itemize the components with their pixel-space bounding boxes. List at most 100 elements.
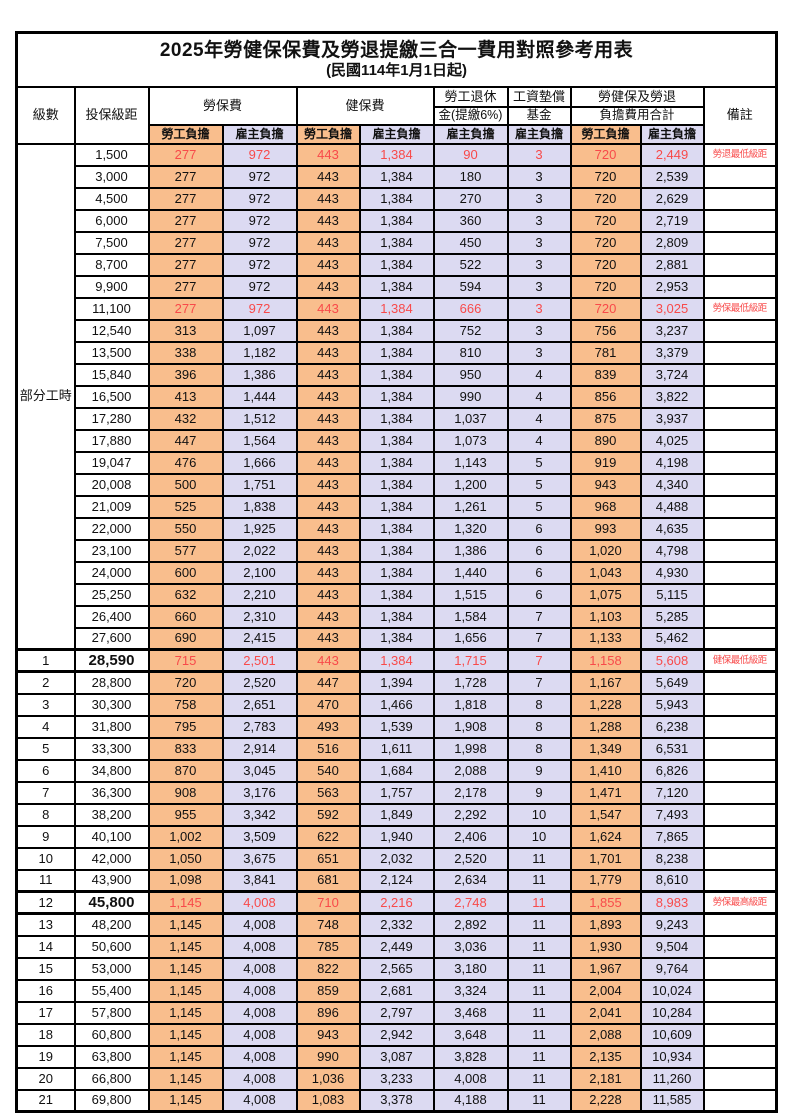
cell-pension-employer: 90 [432, 142, 509, 167]
cell-total-employee: 1,020 [569, 538, 642, 563]
cell-wage-fund-employer: 3 [506, 296, 572, 321]
cell-note [702, 978, 778, 1003]
cell-pension-employer: 270 [432, 186, 509, 211]
cell-health-employee: 443 [295, 208, 361, 233]
table-row: 19 63,800 1,145 4,008 990 3,087 3,828 11 2,135 10… [15, 1044, 778, 1069]
cell-note [702, 516, 778, 541]
cell-wage-fund-employer: 10 [506, 824, 572, 849]
col-header-total-line2: 負擔費用合計 [569, 105, 705, 126]
title-row: 2025年勞健保保費及勞退提繳三合一費用對照參考用表 (民國114年1月1日起) [15, 31, 778, 88]
cell-note [702, 1022, 778, 1047]
cell-health-employee: 443 [295, 472, 361, 497]
cell-bracket: 38,200 [73, 802, 150, 827]
cell-total-employer: 3,724 [639, 362, 705, 387]
cell-bracket: 24,000 [73, 560, 150, 585]
cell-pension-employer: 180 [432, 164, 509, 189]
cell-wage-fund-employer: 6 [506, 516, 572, 541]
table-row: 7,500 277 972 443 1,384 450 3 720 2,809 [17, 230, 778, 255]
cell-labor-employer: 3,342 [221, 802, 298, 827]
cell-total-employee: 2,041 [569, 1000, 642, 1025]
cell-total-employer: 3,379 [639, 340, 705, 365]
cell-total-employee: 1,103 [569, 604, 642, 629]
cell-note [702, 384, 778, 409]
cell-labor-employer: 3,841 [221, 868, 298, 893]
cell-wage-fund-employer: 4 [506, 406, 572, 431]
cell-labor-employer: 972 [221, 164, 298, 189]
table-row: 12,540 313 1,097 443 1,384 752 3 756 3,237 [17, 318, 778, 343]
cell-health-employee: 443 [295, 538, 361, 563]
cell-health-employer: 1,384 [358, 362, 435, 387]
cell-pension-employer: 1,261 [432, 494, 509, 519]
cell-labor-employer: 4,008 [221, 1088, 298, 1113]
cell-level: 3 [15, 692, 76, 717]
cell-health-employee: 443 [295, 604, 361, 629]
cell-health-employer: 3,378 [358, 1088, 435, 1113]
cell-labor-employer: 1,666 [221, 450, 298, 475]
cell-pension-employer: 1,073 [432, 428, 509, 453]
cell-health-employer: 2,032 [358, 846, 435, 871]
table-row: 3,000 277 972 443 1,384 180 3 720 2,539 [17, 164, 778, 189]
cell-bracket: 43,900 [73, 868, 150, 893]
cell-total-employee: 875 [569, 406, 642, 431]
cell-total-employee: 1,855 [569, 890, 642, 915]
cell-note [702, 538, 778, 563]
col-header-pension-line2: 金(提繳6%) [432, 105, 509, 126]
cell-bracket: 26,400 [73, 604, 150, 629]
cell-labor-employee: 277 [147, 186, 224, 211]
cell-labor-employer: 1,097 [221, 318, 298, 343]
table-row: 12 45,800 1,145 4,008 710 2,216 2,748 11 1,855 8,… [15, 890, 778, 915]
cell-health-employer: 2,216 [358, 890, 435, 915]
cell-note [702, 846, 778, 871]
cell-bracket: 19,047 [73, 450, 150, 475]
cell-labor-employer: 2,914 [221, 736, 298, 761]
table-row: 17,880 447 1,564 443 1,384 1,073 4 890 4,025 [17, 428, 778, 453]
cell-total-employer: 3,237 [639, 318, 705, 343]
cell-labor-employee: 500 [147, 472, 224, 497]
cell-total-employee: 943 [569, 472, 642, 497]
cell-total-employer: 2,719 [639, 208, 705, 233]
cell-pension-employer: 2,634 [432, 868, 509, 893]
table-row: 10 42,000 1,050 3,675 651 2,032 2,520 11 1,701 8,… [15, 846, 778, 871]
cell-total-employee: 756 [569, 318, 642, 343]
cell-note [702, 340, 778, 365]
page-subtitle: (民國114年1月1日起) [326, 61, 467, 79]
table-row: 13,500 338 1,182 443 1,384 810 3 781 3,379 [17, 340, 778, 365]
cell-total-employer: 11,260 [639, 1066, 705, 1091]
cell-pension-employer: 1,818 [432, 692, 509, 717]
cell-total-employee: 720 [569, 252, 642, 277]
cell-labor-employer: 1,751 [221, 472, 298, 497]
cell-labor-employer: 972 [221, 186, 298, 211]
cell-labor-employee: 908 [147, 780, 224, 805]
cell-health-employer: 1,466 [358, 692, 435, 717]
cell-total-employer: 7,120 [639, 780, 705, 805]
table-row: 9,900 277 972 443 1,384 594 3 720 2,953 [17, 274, 778, 299]
cell-wage-fund-employer: 5 [506, 494, 572, 519]
cell-health-employee: 943 [295, 1022, 361, 1047]
cell-note: 勞保最低級距 [702, 296, 778, 321]
cell-bracket: 12,540 [73, 318, 150, 343]
table-row: 18 60,800 1,145 4,008 943 2,942 3,648 11 2,088 10… [15, 1022, 778, 1047]
table-row: 26,400 660 2,310 443 1,384 1,584 7 1,103 5,285 [17, 604, 778, 629]
cell-total-employee: 919 [569, 450, 642, 475]
cell-pension-employer: 594 [432, 274, 509, 299]
table-row: 2 28,800 720 2,520 447 1,394 1,728 7 1,167 5,649 [15, 670, 778, 695]
cell-health-employee: 622 [295, 824, 361, 849]
cell-level: 1 [15, 648, 76, 673]
table-row: 13 48,200 1,145 4,008 748 2,332 2,892 11 1,893 9,… [15, 912, 778, 937]
cell-pension-employer: 2,406 [432, 824, 509, 849]
cell-labor-employer: 1,838 [221, 494, 298, 519]
cell-note [702, 252, 778, 277]
cell-health-employee: 443 [295, 164, 361, 189]
cell-labor-employer: 4,008 [221, 1066, 298, 1091]
cell-pension-employer: 1,715 [432, 648, 509, 673]
cell-bracket: 28,800 [73, 670, 150, 695]
cell-bracket: 21,009 [73, 494, 150, 519]
cell-health-employee: 443 [295, 252, 361, 277]
table-row: 23,100 577 2,022 443 1,384 1,386 6 1,020 4,798 [17, 538, 778, 563]
cell-wage-fund-employer: 10 [506, 802, 572, 827]
group-label-cell: 部分工時 [15, 142, 76, 651]
cell-pension-employer: 2,892 [432, 912, 509, 937]
cell-total-employee: 1,410 [569, 758, 642, 783]
cell-total-employee: 720 [569, 208, 642, 233]
cell-total-employee: 1,624 [569, 824, 642, 849]
